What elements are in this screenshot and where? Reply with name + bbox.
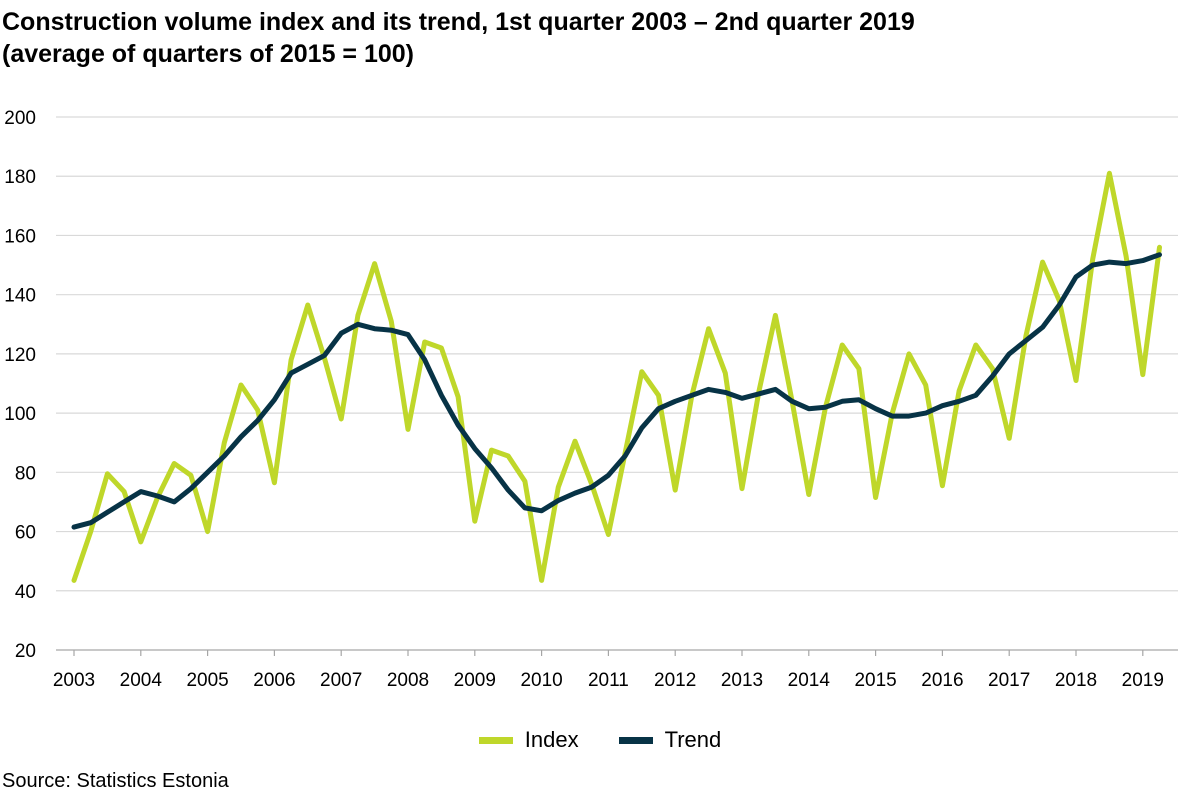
- y-tick-label: 120: [4, 345, 36, 366]
- x-tick-label: 2017: [988, 670, 1030, 691]
- y-tick-label: 180: [4, 167, 36, 188]
- x-axis-ticks: 2003 2004 2005 2006 2007 2008 2009 2010 2011 2012…: [53, 650, 1164, 691]
- x-tick-label: 2015: [854, 670, 896, 691]
- x-tick-label: 2003: [53, 670, 95, 691]
- legend: Index Trend: [0, 727, 1200, 753]
- x-tick-label: 2005: [186, 670, 228, 691]
- grid-lines: [56, 116, 1178, 651]
- legend-label-index: Index: [524, 727, 579, 752]
- series-lines: [71, 170, 1162, 583]
- series-line-index: [71, 170, 1162, 583]
- x-tick-label: 2006: [253, 670, 295, 691]
- x-tick-label: 2011: [588, 670, 629, 691]
- legend-swatch-index: [478, 736, 513, 744]
- x-tick-label: 2010: [520, 670, 562, 691]
- y-tick-label: 60: [15, 523, 36, 544]
- x-tick-label: 2016: [921, 670, 963, 691]
- x-tick-label: 2008: [387, 670, 429, 691]
- chart-subtitle: (average of quarters of 2015 = 100): [2, 40, 414, 68]
- chart-title: Construction volume index and its trend,…: [2, 6, 915, 70]
- legend-item-index[interactable]: Index: [478, 727, 579, 753]
- x-tick-label: 2019: [1122, 670, 1164, 691]
- x-tick-label: 2012: [654, 670, 696, 691]
- x-tick-label: 2013: [721, 670, 763, 691]
- x-tick-label: 2004: [120, 670, 163, 691]
- y-tick-label: 40: [15, 582, 36, 603]
- x-tick-label: 2007: [320, 670, 362, 691]
- y-axis-ticks: 20 40 60 80 100 120 140 160 180 200: [4, 108, 36, 662]
- chart-title-line1: Construction volume index and its trend,…: [2, 8, 915, 36]
- legend-label-trend: Trend: [664, 727, 722, 752]
- legend-swatch-trend: [618, 736, 653, 744]
- x-tick-label: 2018: [1055, 670, 1097, 691]
- y-tick-label: 80: [15, 463, 36, 484]
- y-tick-label: 140: [4, 286, 36, 307]
- y-tick-label: 160: [4, 226, 36, 247]
- legend-item-trend[interactable]: Trend: [618, 727, 722, 753]
- series-line-trend: [71, 252, 1162, 530]
- source-note: Source: Statistics Estonia: [2, 770, 229, 792]
- y-tick-label: 100: [4, 404, 36, 425]
- x-tick-label: 2009: [454, 670, 496, 691]
- y-tick-label: 20: [15, 641, 36, 662]
- x-tick-label: 2014: [788, 670, 831, 691]
- y-tick-label: 200: [4, 108, 36, 129]
